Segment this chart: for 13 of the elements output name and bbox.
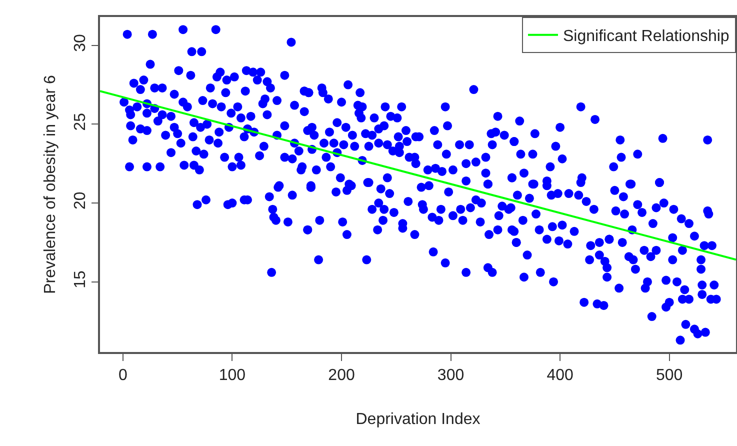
x-tick-label: 400 bbox=[546, 366, 574, 384]
y-tick-label: 30 bbox=[72, 34, 89, 52]
x-tick-label: 300 bbox=[437, 366, 464, 384]
y-axis-title: Prevalence of obesity in year 6 bbox=[42, 75, 60, 294]
y-tick-label: 20 bbox=[72, 192, 89, 210]
x-axis-title: Deprivation Index bbox=[356, 411, 480, 428]
x-tick-label: 200 bbox=[328, 366, 355, 384]
x-tick-label: 0 bbox=[118, 366, 128, 384]
x-tick-label: 100 bbox=[218, 366, 246, 384]
x-tick-label: 500 bbox=[656, 366, 683, 384]
y-tick-label: 25 bbox=[72, 112, 89, 131]
y-tick-label: 15 bbox=[72, 270, 89, 288]
legend-label: Significant Relationship bbox=[563, 28, 730, 46]
